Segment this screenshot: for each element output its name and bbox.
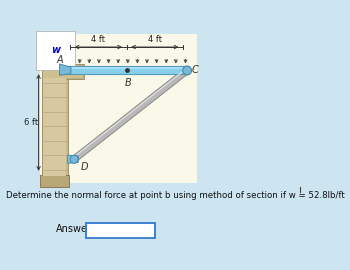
Text: B: B	[125, 78, 132, 88]
Bar	[43, 66, 83, 78]
Bar	[40, 34, 197, 183]
Text: A: A	[56, 55, 63, 65]
Text: D: D	[80, 162, 88, 172]
Text: 4 ft: 4 ft	[91, 35, 105, 44]
Text: 6 ft: 6 ft	[24, 118, 38, 127]
Bar	[64, 66, 187, 75]
Text: C: C	[192, 65, 199, 75]
Bar	[64, 67, 187, 69]
Text: Determine the normal force at point b using method of section if w = 52.8lb/ft: Determine the normal force at point b us…	[6, 191, 344, 200]
Bar	[42, 64, 84, 79]
Text: Answer:: Answer:	[56, 224, 96, 234]
Bar	[86, 223, 155, 238]
Polygon shape	[60, 64, 71, 75]
Text: w: w	[51, 45, 60, 55]
Polygon shape	[72, 68, 189, 162]
Polygon shape	[72, 69, 186, 158]
Bar	[40, 174, 69, 187]
Bar	[43, 68, 66, 176]
Circle shape	[183, 66, 191, 75]
Text: 4 ft: 4 ft	[148, 35, 162, 44]
Circle shape	[70, 155, 78, 163]
Bar	[42, 66, 68, 178]
Polygon shape	[68, 155, 78, 163]
